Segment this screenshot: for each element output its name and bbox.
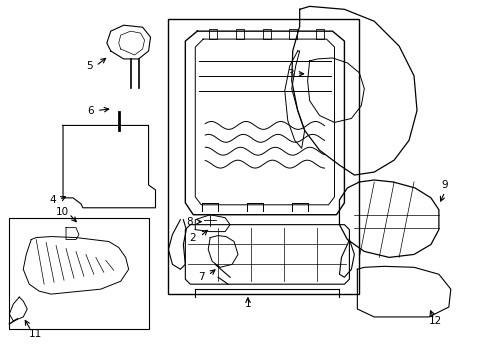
- Text: 2: 2: [189, 233, 196, 243]
- Text: 9: 9: [441, 180, 447, 190]
- Text: 6: 6: [87, 105, 94, 116]
- Text: 11: 11: [29, 329, 42, 339]
- Bar: [315, 29, 323, 39]
- Bar: [209, 29, 217, 39]
- Text: 10: 10: [56, 207, 69, 217]
- Bar: [168, 19, 359, 294]
- Text: 5: 5: [86, 61, 93, 71]
- Bar: [236, 29, 244, 39]
- Text: 7: 7: [198, 272, 205, 282]
- Text: 1: 1: [244, 299, 251, 309]
- Text: 8: 8: [186, 217, 193, 227]
- Text: 4: 4: [49, 195, 56, 205]
- Bar: [263, 29, 270, 39]
- Bar: [288, 29, 296, 39]
- Bar: [9, 218, 148, 329]
- Text: 12: 12: [428, 316, 441, 326]
- Text: 3: 3: [286, 69, 293, 79]
